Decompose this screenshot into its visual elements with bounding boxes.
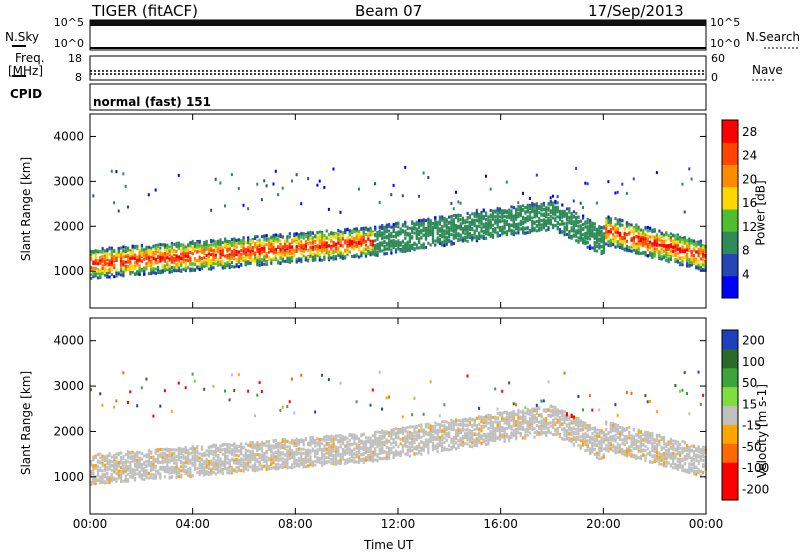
velocity-colorbar-tick-6: -100 — [742, 461, 769, 475]
xtick-label-0: 00:00 — [73, 517, 108, 531]
xtick-label-3: 12:00 — [381, 517, 416, 531]
xtick-label-6: 00:00 — [689, 517, 724, 531]
power-colorbar-tick-2: 12 — [742, 220, 757, 234]
velocity-colorbar-swatch-6 — [722, 367, 738, 388]
velocity-colorbar-tick-4: -15 — [742, 419, 762, 433]
xtick-label-5: 20:00 — [586, 517, 621, 531]
nsearch-tick-top: 10^5 — [710, 16, 741, 29]
power-ytick-label-0: 1000 — [53, 264, 84, 278]
nsky-tick-bottom: 10^0 — [53, 37, 84, 50]
chart-title: TIGER (fitACF) — [92, 2, 199, 20]
power-ytick-label-3: 4000 — [53, 129, 84, 143]
xtick-label-2: 08:00 — [278, 517, 313, 531]
xtick-label-1: 04:00 — [175, 517, 210, 531]
velocity-colorbar-tick-0: 200 — [742, 334, 765, 348]
power-ytick-label-2: 3000 — [53, 174, 84, 188]
velocity-heatmap-cells — [90, 370, 707, 486]
velocity-colorbar-swatch-8 — [722, 330, 738, 350]
x-axis-title: Time UT — [364, 538, 414, 552]
velocity-colorbar-swatch-2 — [722, 443, 738, 463]
velocity-frame — [89, 317, 707, 515]
velocity-colorbar-tick-5: -50 — [742, 440, 762, 454]
velocity-colorbar-swatch-3 — [722, 424, 738, 444]
power-colorbar-tick-5: 24 — [742, 149, 757, 163]
cpid-panel — [89, 83, 707, 111]
velocity-ytick-label-2: 3000 — [53, 379, 84, 393]
nsky-tick-top: 10^5 — [53, 16, 84, 29]
cpid-value: normal (fast) 151 — [93, 95, 211, 109]
xtick-label-4: 16:00 — [483, 517, 518, 531]
freq-label: Freq. — [15, 51, 45, 65]
power-ytick-label-1: 2000 — [53, 219, 84, 233]
nsearch-label: N.Search — [746, 30, 800, 44]
power-heatmap-cells — [90, 165, 707, 280]
nave-tick-bottom: 0 — [711, 71, 718, 84]
velocity-ytick-label-1: 2000 — [53, 424, 84, 438]
velocity-colorbar: 200 100 50 15 -15 -50 -100 -200 — [721, 329, 769, 501]
power-plot: 1000 2000 3000 4000 — [53, 113, 707, 309]
power-colorbar-swatch-1 — [722, 253, 738, 277]
power-colorbar-swatch-7 — [722, 120, 738, 143]
power-colorbar-tick-3: 16 — [742, 196, 757, 210]
velocity-ytick-label-3: 4000 — [53, 334, 84, 348]
velocity-colorbar-tick-2: 50 — [742, 376, 757, 390]
nsearch-tick-bottom: 10^0 — [710, 37, 741, 50]
velocity-colorbar-label: Velocity [m s-1] — [754, 384, 769, 478]
power-colorbar-swatch-4 — [722, 186, 738, 210]
velocity-colorbar-swatch-1 — [722, 462, 738, 482]
power-frame — [89, 113, 707, 309]
power-colorbar-tick-1: 8 — [742, 244, 750, 258]
cpid-label: CPID — [10, 87, 43, 101]
nsky-trace — [90, 20, 706, 26]
freq-unit-label: [MHz] — [8, 64, 44, 78]
velocity-colorbar-swatch-0 — [722, 481, 738, 501]
power-colorbar-tick-4: 20 — [742, 172, 757, 186]
velocity-plot: 1000 2000 3000 4000 00:00 04:00 08:00 12:00 16:0… — [53, 317, 724, 531]
power-colorbar-tick-6: 28 — [742, 125, 757, 139]
power-colorbar-tick-0: 4 — [742, 267, 750, 281]
velocity-colorbar-tick-7: -200 — [742, 482, 769, 496]
power-colorbar-label: Power [dB] — [753, 180, 768, 246]
velocity-ylabel: Slant Range [km] — [19, 370, 34, 476]
freq-tick-top: 18 — [68, 52, 82, 65]
power-colorbar-swatch-2 — [722, 231, 738, 254]
velocity-colorbar-tick-1: 100 — [742, 355, 765, 369]
power-colorbar-swatch-6 — [722, 142, 738, 165]
freq-panel — [89, 55, 707, 81]
nave-tick-top: 60 — [711, 52, 725, 65]
freq-tick-bottom: 8 — [75, 71, 82, 84]
velocity-ytick-label-0: 1000 — [53, 470, 84, 484]
power-colorbar: 4 8 12 16 20 24 28 — [721, 119, 757, 299]
power-colorbar-swatch-5 — [722, 164, 738, 188]
nsky-label: N.Sky — [5, 30, 40, 44]
velocity-colorbar-swatch-5 — [722, 386, 738, 407]
power-colorbar-swatch-0 — [722, 275, 738, 299]
power-colorbar-swatch-3 — [722, 209, 738, 232]
nave-label: Nave — [752, 63, 783, 77]
velocity-colorbar-tick-3: 15 — [742, 397, 757, 411]
date-label: 17/Sep/2013 — [588, 2, 684, 20]
beam-label: Beam 07 — [355, 2, 423, 20]
power-ylabel: Slant Range [km] — [19, 156, 34, 262]
velocity-colorbar-swatch-4 — [722, 405, 738, 425]
velocity-colorbar-swatch-7 — [722, 348, 738, 369]
